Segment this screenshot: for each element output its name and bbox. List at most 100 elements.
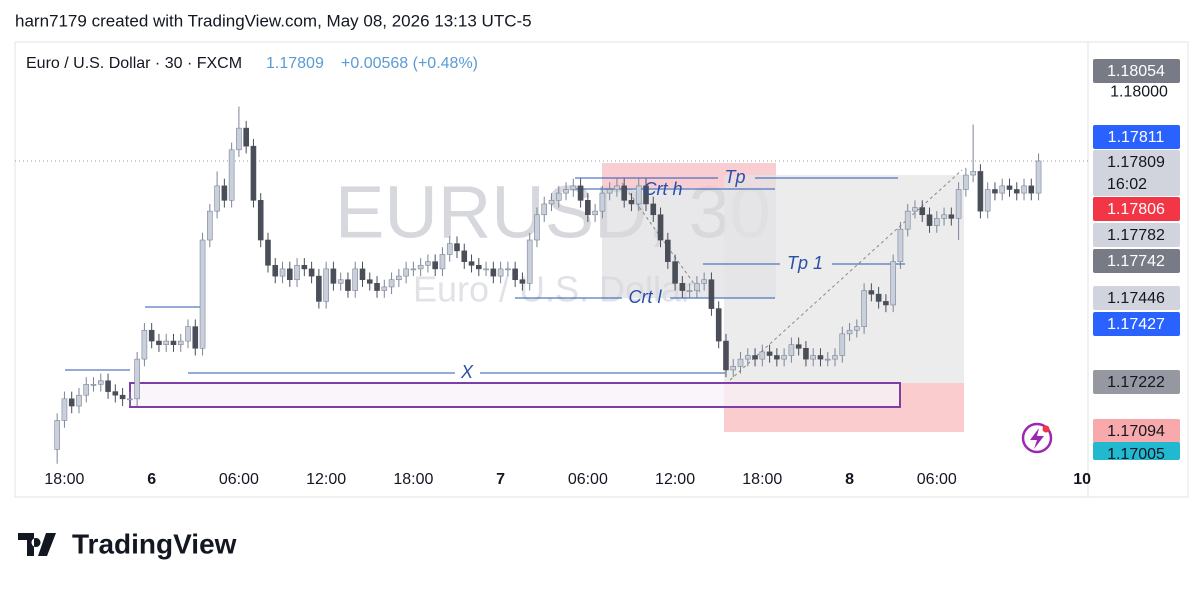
countdown: 16:02 bbox=[1107, 176, 1147, 193]
candle-body bbox=[904, 210, 911, 230]
candle-body bbox=[955, 189, 962, 219]
x-tick-label: 18:00 bbox=[393, 471, 433, 488]
x-tick-label: 06:00 bbox=[219, 471, 259, 488]
candles bbox=[54, 106, 1042, 464]
price-tag bbox=[1093, 150, 1180, 196]
y-tick-label: 1.18000 bbox=[1110, 83, 1168, 100]
candle-body bbox=[265, 239, 271, 266]
price-tag-label: 1.17811 bbox=[1108, 129, 1165, 146]
candle-body bbox=[1021, 185, 1027, 194]
last-price: 1.17809 bbox=[266, 55, 324, 72]
candle-body bbox=[948, 214, 955, 219]
x-tick-label: 8 bbox=[845, 471, 854, 488]
price-tag bbox=[1093, 442, 1180, 460]
candle-body bbox=[410, 268, 417, 271]
candle-body bbox=[999, 185, 1006, 194]
candle-body bbox=[330, 268, 337, 284]
candle-body bbox=[134, 358, 140, 400]
candle-body bbox=[701, 279, 707, 284]
candle-body bbox=[286, 268, 293, 281]
x-tick-label: 18:00 bbox=[44, 471, 84, 488]
price-tag-label: 1.17742 bbox=[1107, 253, 1165, 270]
candle-body bbox=[454, 243, 460, 252]
candle-body bbox=[432, 261, 438, 270]
x-tick-label: 18:00 bbox=[742, 471, 782, 488]
candle-body bbox=[926, 214, 933, 226]
candle-body bbox=[548, 200, 555, 205]
x-tick-label: 6 bbox=[147, 471, 156, 488]
candle-body bbox=[694, 283, 700, 291]
candle-body bbox=[505, 268, 511, 271]
candle-body bbox=[323, 268, 329, 302]
candle-body bbox=[824, 358, 831, 361]
price-tag bbox=[1093, 197, 1180, 221]
candle-body bbox=[461, 250, 468, 262]
candle-body bbox=[199, 239, 206, 349]
candle-body bbox=[803, 347, 809, 360]
candle-body bbox=[396, 275, 402, 281]
price-tag-label: 1.17005 bbox=[1107, 446, 1165, 463]
candle-body bbox=[345, 279, 351, 291]
candle-body bbox=[425, 261, 431, 266]
candle-body bbox=[316, 275, 322, 302]
candle-body bbox=[919, 207, 926, 216]
candle-body bbox=[723, 340, 729, 371]
price-tag-label: 1.17806 bbox=[1107, 201, 1165, 218]
candle-body bbox=[192, 326, 199, 349]
candle-body bbox=[90, 384, 97, 386]
candle-body bbox=[614, 185, 620, 190]
price-tag bbox=[1093, 249, 1180, 273]
candle-body bbox=[737, 358, 744, 367]
candle-body bbox=[534, 214, 540, 241]
candle-body bbox=[606, 189, 613, 194]
candle-body bbox=[214, 185, 220, 212]
annotation: X bbox=[460, 362, 474, 382]
x-tick-label: 06:00 bbox=[568, 471, 608, 488]
candle-body bbox=[185, 326, 191, 342]
x-tick-label: 7 bbox=[496, 471, 505, 488]
candle-body bbox=[294, 264, 300, 281]
symbol: Euro / U.S. Dollar · 30 · FXCM bbox=[26, 55, 242, 72]
candle-body bbox=[861, 290, 867, 327]
annotation: Tp 1 bbox=[787, 253, 823, 273]
annotation: Tp bbox=[724, 167, 745, 187]
price-tag-label: 1.18054 bbox=[1107, 63, 1165, 80]
range-box bbox=[129, 382, 901, 408]
annotation-labels: Tp Crt h Crt l Tp 1 X bbox=[460, 167, 823, 382]
x-tick-label: 12:00 bbox=[655, 471, 695, 488]
price-tag bbox=[1093, 125, 1180, 149]
candle-body bbox=[119, 394, 126, 400]
candle-body bbox=[759, 351, 766, 360]
candle-body bbox=[250, 145, 257, 201]
attribution: harn7179 created with TradingView.com, M… bbox=[15, 11, 532, 30]
candle-body bbox=[228, 149, 235, 201]
candle-body bbox=[599, 192, 606, 212]
candle-body bbox=[643, 185, 649, 205]
candle-body bbox=[490, 268, 497, 277]
candle-body bbox=[207, 210, 213, 241]
candle-body bbox=[817, 355, 824, 360]
candle-body bbox=[301, 264, 308, 270]
candle-body bbox=[875, 293, 882, 302]
x-tick-label: 10 bbox=[1073, 471, 1091, 488]
price-tag bbox=[1093, 419, 1180, 443]
candle-body bbox=[352, 268, 359, 291]
candle-body bbox=[933, 218, 940, 226]
candle-body bbox=[665, 239, 671, 262]
tradingview-logo: TradingView bbox=[18, 528, 237, 559]
candle-body bbox=[963, 174, 969, 190]
candle-body bbox=[650, 203, 657, 216]
candle-body bbox=[105, 380, 111, 392]
candle-body bbox=[795, 344, 802, 349]
candle-body bbox=[54, 420, 60, 450]
candle-body bbox=[984, 189, 991, 212]
alert-icon[interactable] bbox=[1021, 422, 1053, 454]
candle-body bbox=[1028, 185, 1035, 194]
candle-body bbox=[730, 366, 737, 371]
candle-body bbox=[788, 344, 795, 356]
price-tag bbox=[1093, 286, 1180, 310]
candle-body bbox=[628, 200, 635, 205]
